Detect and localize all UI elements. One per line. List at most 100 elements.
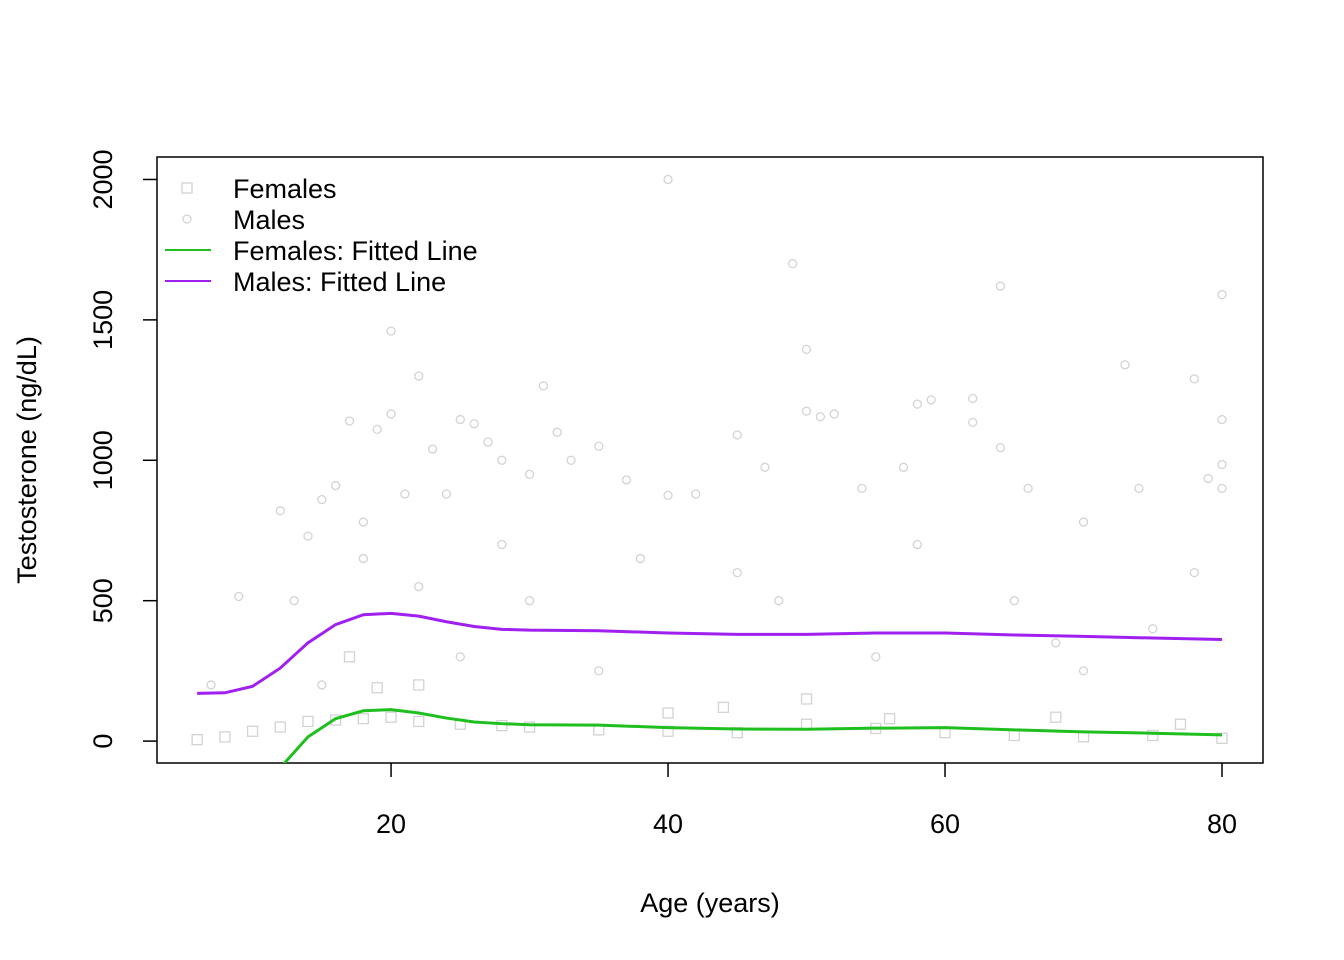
data-point	[926, 395, 936, 405]
data-point	[621, 475, 632, 485]
data-point	[594, 666, 604, 676]
data-point	[1120, 360, 1130, 370]
data-point	[717, 701, 730, 714]
data-point	[801, 406, 812, 416]
data-point	[968, 417, 978, 428]
data-point	[594, 441, 604, 451]
data-point	[371, 682, 383, 694]
data-point	[552, 427, 562, 437]
data-point	[427, 444, 438, 454]
data-point	[1217, 289, 1227, 300]
data-point	[357, 712, 370, 725]
data-point	[413, 715, 425, 728]
data-point	[1217, 483, 1227, 494]
data-point	[317, 680, 327, 690]
data-point	[206, 680, 216, 690]
data-point	[538, 381, 549, 391]
data-point	[732, 567, 742, 578]
x-tick-label: 20	[376, 809, 406, 839]
data-point	[691, 489, 701, 499]
data-point	[1134, 483, 1144, 494]
data-point	[414, 371, 424, 381]
data-point	[303, 531, 313, 541]
y-tick-label: 0	[88, 734, 118, 749]
data-point	[663, 174, 673, 185]
data-point	[317, 494, 327, 505]
data-point	[343, 651, 356, 663]
legend-symbol	[182, 214, 192, 224]
y-tick-label: 1500	[88, 290, 118, 350]
data-point	[441, 489, 452, 499]
data-point	[386, 326, 396, 336]
data-point	[995, 281, 1006, 291]
data-point	[1008, 729, 1020, 742]
data-point	[523, 721, 536, 733]
legend-symbol	[181, 182, 193, 194]
data-point	[358, 517, 369, 527]
data-point	[414, 581, 424, 592]
legend-label: Males: Fitted Line	[233, 267, 446, 297]
data-point	[883, 712, 896, 725]
data-point	[524, 596, 535, 606]
data-point	[274, 721, 286, 733]
data-point	[455, 652, 465, 662]
data-point	[275, 506, 285, 516]
data-point	[497, 539, 507, 550]
data-point	[995, 442, 1006, 453]
data-point	[1050, 711, 1062, 723]
data-point	[1174, 718, 1187, 730]
data-point	[662, 707, 674, 719]
data-point	[1051, 638, 1061, 648]
data-point	[774, 596, 784, 606]
data-point	[246, 725, 259, 737]
data-point	[1203, 473, 1213, 484]
y-tick-label: 500	[88, 578, 118, 623]
data-point	[234, 591, 244, 602]
data-point	[289, 596, 299, 606]
data-point	[331, 480, 341, 491]
data-point	[191, 734, 203, 746]
data-point	[663, 490, 673, 501]
data-point	[400, 489, 410, 499]
data-point	[898, 462, 909, 472]
x-axis-label: Age (years)	[640, 888, 780, 918]
data-point	[496, 720, 508, 732]
x-tick-label: 40	[653, 809, 683, 839]
data-point	[372, 424, 382, 435]
data-point	[483, 437, 493, 447]
data-point	[358, 553, 369, 564]
data-point	[1009, 596, 1019, 606]
x-tick-label: 80	[1207, 809, 1237, 839]
data-point	[871, 652, 881, 662]
x-tick-label: 60	[930, 809, 960, 839]
data-point	[1078, 517, 1089, 527]
data-point	[566, 455, 576, 465]
data-point	[1217, 414, 1227, 425]
data-point	[1147, 729, 1159, 742]
data-point	[302, 715, 314, 728]
data-point	[1078, 666, 1089, 676]
data-point	[385, 711, 397, 723]
data-point	[857, 483, 867, 494]
fitted-line	[282, 708, 1223, 763]
data-point	[760, 462, 770, 472]
data-point	[1023, 483, 1033, 494]
data-point	[732, 430, 742, 440]
data-point	[912, 399, 922, 409]
data-point	[219, 731, 231, 743]
data-point	[815, 412, 826, 422]
y-tick-label: 2000	[88, 149, 118, 209]
data-point	[330, 714, 342, 726]
data-point	[497, 455, 507, 465]
data-point	[788, 259, 798, 269]
data-point	[1216, 732, 1228, 744]
data-point	[1148, 624, 1158, 634]
data-point	[912, 539, 922, 550]
legend-label: Males	[233, 205, 305, 235]
data-point	[524, 469, 535, 479]
plot-area	[191, 174, 1228, 763]
y-axis-label: Testosterone (ng/dL)	[12, 336, 42, 584]
data-point	[455, 414, 465, 425]
